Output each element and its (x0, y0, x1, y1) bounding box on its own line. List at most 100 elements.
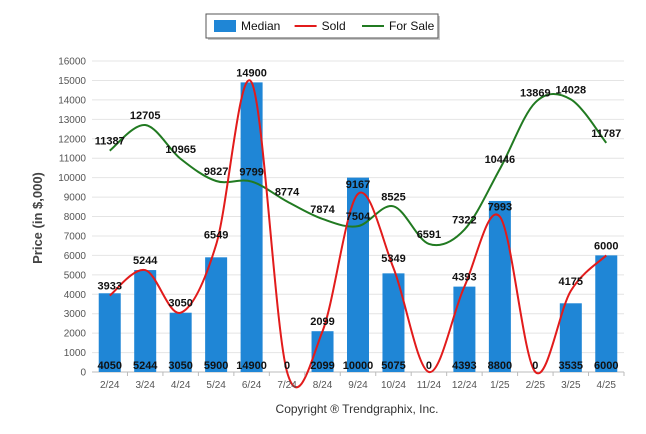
median-bar (169, 312, 192, 372)
copyright-footer: Copyright ® Trendgraphix, Inc. (276, 402, 439, 416)
x-tick-label: 10/24 (381, 380, 406, 391)
y-tick-label: 4000 (64, 290, 87, 301)
sold-value-label: 14900 (236, 67, 267, 79)
x-tick-label: 6/24 (242, 380, 262, 391)
data-labels: 4050 5244 3050 5900 14900 0 2099 10000 5075 0 4393… (95, 67, 622, 372)
median-bar (134, 270, 157, 372)
y-axis-label: Price (in $,000) (30, 172, 45, 264)
y-axis-ticks: 0 1000 2000 3000 4000 5000 6000 7000 8000 9000 100… (58, 57, 86, 379)
for-sale-line (109, 92, 608, 247)
y-tick-label: 0 (80, 368, 86, 379)
for-sale-value-label: 8525 (381, 191, 405, 203)
for-sale-value-label: 9799 (239, 167, 263, 179)
sold-value-label: 9167 (346, 179, 370, 191)
x-tick-label: 9/24 (348, 380, 368, 391)
median-value-label: 0 (532, 360, 538, 372)
median-value-label: 5900 (204, 360, 228, 372)
sold-value-label: 4175 (559, 276, 583, 288)
sold-value-label: 3933 (97, 281, 121, 293)
for-sale-value-label: 11787 (591, 128, 621, 140)
for-sale-value-label: 8774 (275, 186, 300, 198)
median-value-label: 3535 (559, 360, 583, 372)
x-tick-label: 3/25 (561, 380, 581, 391)
median-value-label: 4050 (97, 360, 121, 372)
for-sale-value-label: 7504 (346, 211, 371, 223)
median-bar (98, 293, 121, 372)
for-sale-value-label: 6591 (417, 229, 441, 241)
y-tick-label: 16000 (58, 57, 86, 68)
sold-value-label: 6549 (204, 230, 228, 242)
median-value-label: 14900 (236, 360, 267, 372)
y-tick-label: 7000 (64, 231, 87, 242)
y-tick-label: 12000 (58, 134, 86, 145)
for-sale-value-label: 10446 (485, 154, 516, 166)
sold-value-label: 2099 (310, 316, 334, 328)
y-tick-label: 14000 (58, 95, 86, 106)
median-bar (382, 273, 405, 372)
y-tick-label: 15000 (58, 76, 86, 87)
x-tick-label: 1/25 (490, 380, 510, 391)
legend-label: Sold (322, 19, 346, 33)
y-tick-label: 13000 (58, 115, 86, 126)
median-bar (347, 177, 369, 372)
median-bar (453, 286, 476, 372)
median-value-label: 5244 (133, 360, 158, 372)
y-tick-label: 1000 (64, 348, 87, 359)
legend: Median Sold For Sale (205, 13, 440, 40)
x-tick-label: 2/24 (100, 380, 120, 391)
sold-value-label: 4393 (452, 272, 476, 284)
for-sale-value-label: 9827 (204, 166, 228, 178)
legend-label: Median (241, 19, 280, 33)
legend-box (205, 13, 439, 39)
for-sale-value-label: 14028 (556, 84, 587, 96)
sold-value-label: 6000 (594, 240, 618, 252)
median-bar (559, 303, 582, 372)
x-tick-label: 4/25 (597, 380, 617, 391)
median-value-label: 2099 (310, 360, 334, 372)
median-value-label: 4393 (452, 360, 476, 372)
y-tick-label: 5000 (64, 270, 87, 281)
y-tick-label: 2000 (64, 329, 87, 340)
x-axis-ticks: 2/24 3/24 4/24 5/24 6/24 7/24 8/24 9/24 10/24 11/… (100, 372, 625, 391)
sold-value-label: 3050 (168, 298, 192, 310)
x-tick-label: 3/24 (135, 380, 155, 391)
for-sale-value-label: 7874 (310, 204, 335, 216)
y-tick-label: 3000 (64, 309, 87, 320)
for-sale-value-label: 13869 (520, 87, 551, 99)
x-tick-label: 4/24 (171, 380, 191, 391)
median-value-label: 8800 (488, 360, 512, 372)
x-tick-label: 7/24 (277, 380, 297, 391)
median-value-label: 10000 (343, 360, 374, 372)
median-value-label: 5075 (381, 360, 405, 372)
median-bar (311, 331, 334, 372)
for-sale-value-label: 12705 (130, 110, 161, 122)
y-tick-label: 9000 (64, 193, 87, 204)
median-bar (240, 82, 263, 372)
legend-swatch-median (214, 20, 236, 32)
median-value-label: 3050 (168, 360, 192, 372)
x-tick-label: 12/24 (452, 380, 477, 391)
for-sale-value-label: 11387 (95, 136, 125, 148)
median-bar (488, 200, 511, 372)
median-value-label: 0 (284, 360, 290, 372)
x-tick-label: 5/24 (206, 380, 226, 391)
y-tick-label: 11000 (59, 154, 87, 165)
for-sale-value-label: 10965 (165, 144, 196, 156)
legend-label: For Sale (389, 19, 435, 33)
median-bar (205, 257, 228, 372)
y-tick-label: 8000 (64, 212, 87, 223)
sold-line (109, 79, 607, 389)
for-sale-value-label: 7322 (452, 215, 476, 227)
x-tick-label: 8/24 (313, 380, 333, 391)
trend-lines (109, 79, 608, 389)
median-value-label: 0 (426, 360, 432, 372)
y-tick-label: 10000 (58, 173, 86, 184)
x-tick-label: 2/25 (526, 380, 546, 391)
sold-value-label: 5349 (381, 253, 405, 265)
y-tick-label: 6000 (64, 251, 87, 262)
sold-value-label: 7993 (488, 202, 512, 214)
sold-value-label: 5244 (133, 255, 158, 267)
median-bars (98, 82, 618, 372)
median-bar (595, 255, 618, 372)
